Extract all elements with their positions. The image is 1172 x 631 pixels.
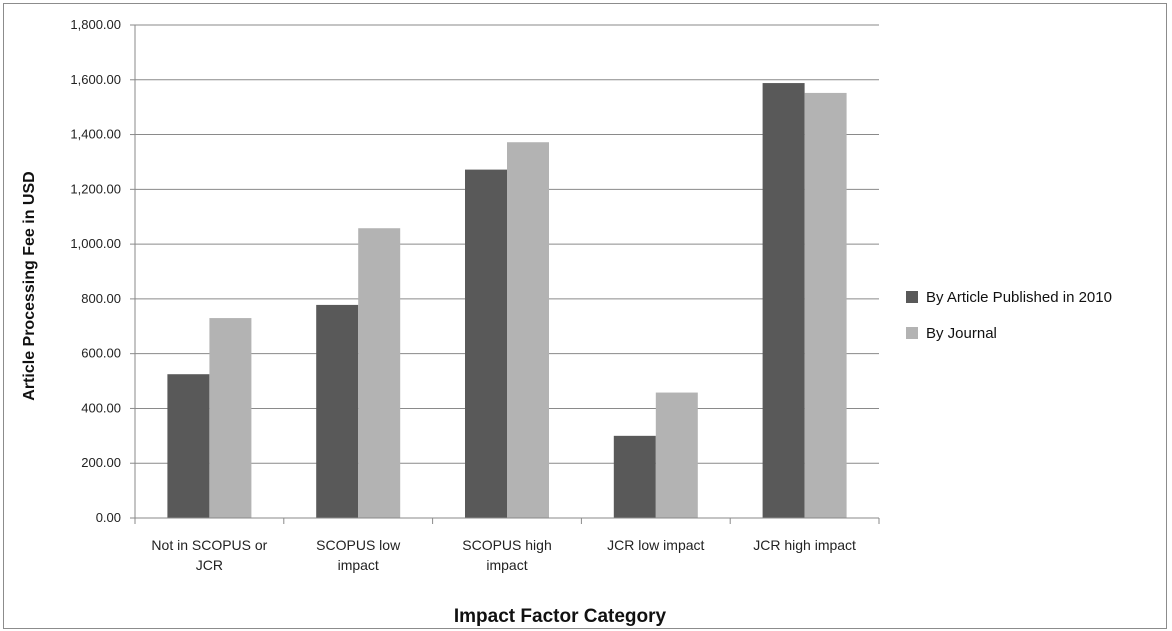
y-tick-label: 800.00 [81,291,121,306]
y-tick-label: 600.00 [81,346,121,361]
bar [762,83,805,518]
bar [804,92,847,519]
legend-label: By Journal [926,325,997,342]
y-axis-title: Article Processing Fee in USD [21,171,38,400]
y-tick-label: 1,000.00 [70,236,121,251]
x-tick-label: JCR low impact [607,537,704,553]
y-tick-label: 1,800.00 [70,17,121,32]
bar [507,142,549,519]
x-tick-label-line: JCR low impact [607,537,704,553]
bar [358,228,401,518]
y-tick-label: 400.00 [81,400,121,415]
x-axis-title: Impact Factor Category [454,606,667,627]
x-tick-label: SCOPUS high impact [462,537,551,573]
y-tick-label: 1,200.00 [70,181,121,196]
axes [130,24,880,524]
chart-frame [3,3,1167,629]
bar [613,435,656,518]
y-tick-label: 200.00 [81,455,121,470]
y-tick-label: 0.00 [96,510,121,525]
bar [209,318,252,518]
x-tick-label: Not in SCOPUS or JCR [151,537,267,573]
y-tick-label: 1,600.00 [70,72,121,87]
x-tick-label-line: JCR high impact [753,537,856,553]
x-tick-label: JCR high impact [753,537,856,553]
bar [167,374,210,518]
bar [316,304,359,518]
x-tick-label-line: SCOPUS low [316,537,401,553]
legend-swatch [906,291,918,303]
x-tick-label-line: JCR [196,557,223,573]
legend: By Article Published in 2010 By Journal [906,289,1112,342]
x-tick-label-line: impact [486,557,527,573]
bars [167,83,847,519]
y-tick-label: 1,400.00 [70,127,121,142]
y-tick-labels: 0.00 200.00 400.00 600.00 800.00 1,000.00 1,20… [70,17,121,525]
x-tick-label-line: impact [338,557,379,573]
x-tick-label: SCOPUS low impact [316,537,401,573]
bar [465,169,507,518]
legend-label: By Article Published in 2010 [926,289,1112,306]
bar [655,392,698,518]
legend-swatch [906,327,918,339]
x-tick-label-line: SCOPUS high [462,537,551,553]
x-tick-label-line: Not in SCOPUS or [151,537,267,553]
